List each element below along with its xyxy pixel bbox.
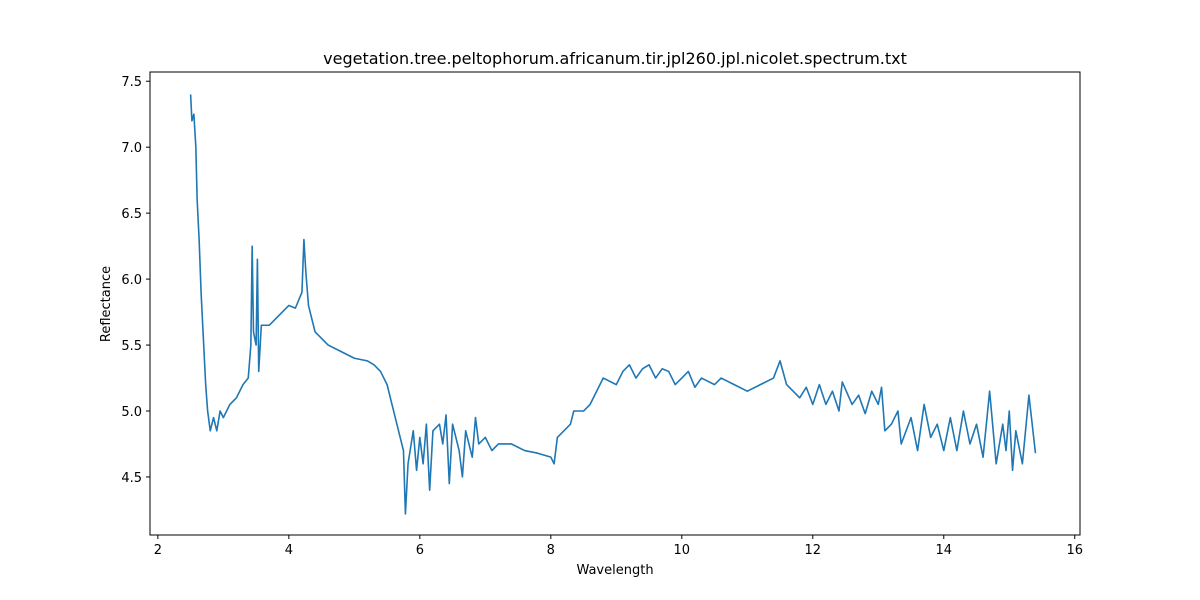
x-tick-label: 14 xyxy=(936,543,953,558)
x-tick-label: 4 xyxy=(285,543,293,558)
x-tick-label: 6 xyxy=(416,543,424,558)
x-tick-label: 12 xyxy=(805,543,822,558)
x-tick-label: 16 xyxy=(1066,543,1083,558)
y-tick-label: 4.5 xyxy=(121,471,142,486)
y-tick-label: 6.5 xyxy=(121,207,142,222)
x-axis-label: Wavelength xyxy=(576,563,653,578)
x-tick-label: 2 xyxy=(154,543,162,558)
chart-title: vegetation.tree.peltophorum.africanum.ti… xyxy=(323,49,907,68)
y-tick-label: 7.5 xyxy=(121,75,142,90)
y-tick-label: 5.5 xyxy=(121,339,142,354)
y-tick-label: 5.0 xyxy=(121,405,142,420)
y-tick-label: 6.0 xyxy=(121,273,142,288)
y-tick-label: 7.0 xyxy=(121,141,142,156)
series-line xyxy=(189,94,1037,515)
plot-frame xyxy=(149,71,1081,536)
y-axis-label: Reflectance xyxy=(99,266,114,342)
x-tick-label: 8 xyxy=(547,543,555,558)
x-tick-label: 10 xyxy=(674,543,691,558)
